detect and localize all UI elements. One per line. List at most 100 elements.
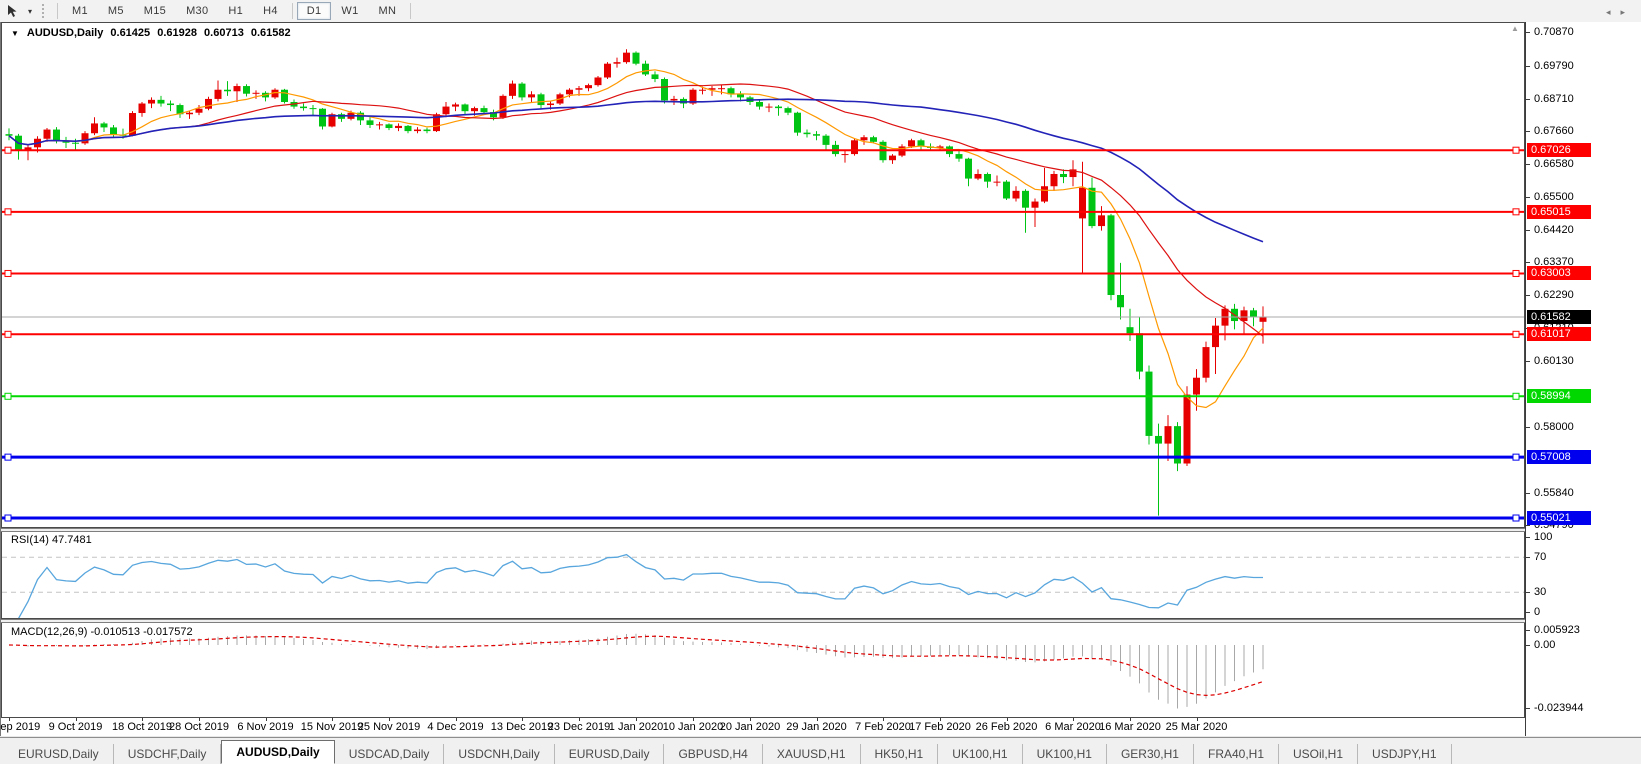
tf-button-D1[interactable]: D1 (296, 2, 332, 20)
line-drag-handle[interactable] (1512, 514, 1520, 522)
chart-tab-hk50-h1[interactable]: HK50,H1 (861, 744, 939, 764)
line-drag-handle[interactable] (4, 330, 12, 338)
line-drag-handle[interactable] (4, 208, 12, 216)
candle-body (404, 125, 412, 132)
price-tick-mark (1526, 130, 1530, 132)
tf-button-MN[interactable]: MN (378, 5, 397, 17)
chart-tab-usoil-h1[interactable]: USOil,H1 (1279, 744, 1359, 764)
current-price-badge: 0.61582 (1527, 310, 1591, 324)
macd-signal-line[interactable] (8, 635, 1264, 697)
ma-line-slow[interactable] (8, 98, 1264, 243)
tab-scroll-right-icon[interactable]: ▸ (1620, 7, 1635, 17)
rsi-tick-mark (1526, 592, 1530, 594)
chart-tab-eurusd-daily[interactable]: EURUSD,Daily (555, 744, 665, 764)
candle-body (1107, 215, 1115, 296)
candle-body (803, 132, 811, 135)
chart-tab-eurusd-daily[interactable]: EURUSD,Daily (4, 744, 114, 764)
chart-tab-usdcnh-daily[interactable]: USDCNH,Daily (444, 744, 555, 764)
line-drag-handle[interactable] (1512, 269, 1520, 277)
tab-scroll-left-icon[interactable]: ◂ (1605, 7, 1621, 17)
chart-tab-ger30-h1[interactable]: GER30,H1 (1107, 744, 1194, 764)
line-drag-handle[interactable] (4, 514, 12, 522)
candle-body (689, 89, 697, 104)
macd-tick-mark (1526, 645, 1530, 646)
tf-button-W1[interactable]: W1 (341, 5, 359, 17)
tf-button-M15[interactable]: M15 (143, 5, 167, 17)
candle-body (860, 137, 868, 141)
candle-body (309, 108, 317, 110)
chart-tab-usdchf-daily[interactable]: USDCHF,Daily (114, 744, 222, 764)
chart-menu-icon[interactable]: ▼ (11, 29, 19, 38)
price-axis[interactable]: 0.67026 0.65015 0.63003 0.61017 0.58994 0.570… (1525, 22, 1641, 736)
chart-canvas[interactable] (1, 22, 1525, 736)
candle-body (1050, 173, 1058, 187)
chart-tab-gbpusd-h4[interactable]: GBPUSD,H4 (664, 744, 763, 764)
price-tick-label: 0.55840 (1534, 486, 1574, 499)
price-tick-label: 0.68710 (1534, 92, 1574, 105)
price-tick-mark (1526, 525, 1530, 527)
candle-body (518, 83, 526, 98)
rsi-tick-mark (1526, 612, 1530, 613)
price-tick-mark (1526, 163, 1530, 165)
cursor-tool-icon[interactable] (2, 2, 24, 20)
chart-tab-uk100-h1[interactable]: UK100,H1 (1023, 744, 1107, 764)
price-tick-label: 0.63370 (1534, 256, 1574, 269)
chart-tab-usdcad-daily[interactable]: USDCAD,Daily (335, 744, 445, 764)
tf-button-M30[interactable]: M30 (186, 5, 209, 17)
date-label: 26 Feb 2020 (975, 721, 1038, 733)
date-label: 7 Feb 2020 (855, 721, 911, 733)
candle-body (1174, 426, 1181, 464)
line-drag-handle[interactable] (4, 453, 12, 461)
pane-splitter-macd[interactable] (1, 619, 1525, 623)
line-drag-handle[interactable] (4, 392, 12, 400)
chart-tab-xauusd-h1[interactable]: XAUUSD,H1 (763, 744, 861, 764)
tf-button-H4[interactable]: H4 (263, 5, 278, 17)
line-drag-handle[interactable] (4, 146, 12, 154)
chart-tab-audusd-daily[interactable]: AUDUSD,Daily (221, 740, 335, 764)
ma-line-medium[interactable] (8, 83, 1264, 337)
line-drag-handle[interactable] (1512, 146, 1520, 154)
line-drag-handle[interactable] (4, 269, 12, 277)
ma-line-fast[interactable] (8, 69, 1264, 409)
price-level-badge: 0.58994 (1527, 389, 1591, 404)
candle-body (72, 142, 79, 144)
candle-body (176, 105, 184, 115)
price-tick-mark (1526, 492, 1530, 494)
line-drag-handle[interactable] (1512, 330, 1520, 338)
chart-tab-usdjpy-h1[interactable]: USDJPY,H1 (1358, 744, 1452, 764)
price-tick-mark (1526, 32, 1530, 34)
tab-scroll-arrows: ◂▸ (1606, 7, 1635, 18)
candle-body (594, 77, 602, 86)
chart-shift-marker[interactable]: ▲ (1511, 24, 1519, 33)
candle-body (509, 83, 516, 96)
candle-body (252, 92, 260, 94)
candle-body (1079, 187, 1086, 219)
rsi-indicator-label: RSI(14) 47.7481 (11, 534, 92, 546)
candle-body (224, 89, 231, 92)
macd-tick-label: 0.00 (1534, 639, 1556, 651)
toolbar-drag-handle[interactable] (42, 4, 49, 18)
chart-tab-uk100-h1[interactable]: UK100,H1 (938, 744, 1023, 764)
rsi-line[interactable] (18, 553, 1264, 619)
chart-tab-fra40-h1[interactable]: FRA40,H1 (1194, 744, 1280, 764)
date-tick-mark (455, 718, 457, 721)
candle-body (1117, 295, 1124, 308)
rsi-tick-label: 70 (1534, 551, 1547, 564)
candle-body (708, 88, 716, 90)
ohlc-open: 0.61425 (110, 27, 151, 39)
tf-button-M5[interactable]: M5 (107, 5, 124, 17)
cursor-tool-dropdown-icon[interactable]: ▾ (27, 6, 32, 16)
date-label: 29 Jan 2020 (786, 721, 847, 733)
candle-body (917, 140, 925, 147)
tf-button-M1[interactable]: M1 (72, 5, 88, 17)
date-label: 30 Sep 2019 (0, 721, 41, 733)
macd-tick-mark (1526, 708, 1530, 709)
line-drag-handle[interactable] (1512, 208, 1520, 216)
tf-button-H1[interactable]: H1 (228, 5, 244, 17)
candle-body (233, 86, 241, 92)
line-drag-handle[interactable] (1512, 392, 1520, 400)
line-drag-handle[interactable] (1512, 453, 1520, 461)
candle-body (328, 114, 336, 127)
price-tick-mark (1526, 65, 1530, 67)
pane-splitter-rsi[interactable] (1, 528, 1525, 532)
